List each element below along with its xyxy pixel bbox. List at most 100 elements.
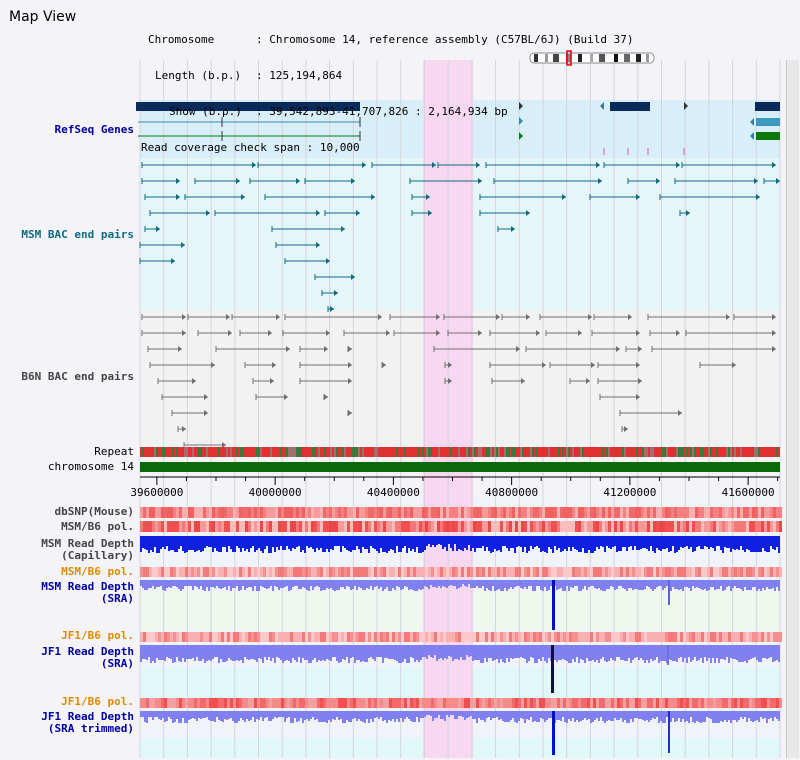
jf1-depth-sra-label-1[interactable]: JF1 Read Depth bbox=[41, 645, 134, 658]
msm-sra-depth-bar bbox=[176, 580, 178, 587]
repeat-segment bbox=[638, 447, 640, 457]
msm-pol2-strip-cell bbox=[683, 567, 686, 577]
jf1-sra-depth-bar bbox=[678, 645, 680, 658]
jf1-pol-strip-cell bbox=[422, 632, 425, 642]
b6n-bac-label[interactable]: B6N BAC end pairs bbox=[21, 370, 134, 383]
msm-bac-label[interactable]: MSM BAC end pairs bbox=[21, 228, 134, 241]
dbsnp-strip-cell bbox=[617, 507, 620, 518]
jf1-pol-strip-cell bbox=[719, 632, 722, 642]
b6n-bac-end bbox=[448, 378, 452, 384]
jf1-trim-depth-bar bbox=[366, 711, 368, 719]
b6n-bac-end bbox=[192, 378, 196, 384]
msm-sra-depth-bar bbox=[634, 580, 636, 589]
msm-pol2-strip-cell bbox=[440, 567, 443, 577]
msm-sra-depth-bar bbox=[752, 580, 754, 587]
jf1-b6-pol-2-label[interactable]: JF1/B6 pol. bbox=[61, 695, 134, 708]
dbsnp-strip-cell bbox=[611, 507, 614, 518]
msm-b6-pol-2-label[interactable]: MSM/B6 pol. bbox=[61, 565, 134, 578]
repeat-segment bbox=[632, 447, 634, 457]
msm-sra-depth-bar bbox=[158, 580, 160, 587]
msm-capillary-depth-bar bbox=[636, 536, 638, 550]
msm-sra-depth-bar bbox=[556, 580, 558, 590]
jf1-pol2-strip-cell bbox=[326, 698, 329, 708]
dbsnp-strip-cell bbox=[425, 507, 428, 518]
msm-pol-strip-cell bbox=[662, 521, 665, 532]
repeat-segment bbox=[640, 447, 642, 457]
jf1-sra-depth-bar bbox=[308, 645, 310, 663]
repeat-segment bbox=[198, 447, 200, 457]
jf1-trim-depth-bar bbox=[690, 711, 692, 717]
jf1-trim-depth-bar bbox=[288, 711, 290, 717]
msm-pol-strip-cell bbox=[293, 521, 296, 532]
msm-sra-depth-bar bbox=[422, 580, 424, 589]
jf1-trim-depth-bar bbox=[422, 711, 424, 718]
jf1-sra-depth-bar bbox=[226, 645, 228, 661]
msm-capillary-depth-bar bbox=[646, 536, 648, 549]
jf1-b6-pol-label[interactable]: JF1/B6 pol. bbox=[61, 629, 134, 642]
repeat-segment bbox=[758, 447, 760, 457]
dbsnp-strip-cell bbox=[458, 507, 461, 518]
msm-sra-depth-bar bbox=[506, 580, 508, 591]
b6n-bac-end bbox=[326, 330, 330, 336]
msm-capillary-depth-bar bbox=[754, 536, 756, 552]
dbsnp-strip-cell bbox=[227, 507, 230, 518]
jf1-pol-strip-cell bbox=[581, 632, 584, 642]
msm-pol2-strip-cell bbox=[653, 567, 656, 577]
msm-sra-depth-bar bbox=[206, 580, 208, 587]
msm-b6-pol-label[interactable]: MSM/B6 pol. bbox=[61, 520, 134, 533]
repeat-segment bbox=[384, 447, 386, 457]
msm-pol-strip-cell bbox=[374, 521, 377, 532]
jf1-pol-strip-cell bbox=[275, 632, 278, 642]
b6n-bac-end bbox=[348, 378, 352, 384]
jf1-pol2-strip-cell bbox=[728, 698, 731, 708]
jf1-trim-depth-bar bbox=[242, 711, 244, 720]
dbsnp-strip-cell bbox=[599, 507, 602, 518]
jf1-pol2-strip-cell bbox=[242, 698, 245, 708]
jf1-pol2-strip-cell bbox=[203, 698, 206, 708]
dbsnp-strip-cell bbox=[545, 507, 548, 518]
msm-capillary-depth-bar bbox=[388, 536, 390, 551]
jf1-trim-depth-bar bbox=[356, 711, 358, 721]
dbsnp-label[interactable]: dbSNP(Mouse) bbox=[54, 505, 134, 518]
jf1-pol-strip-cell bbox=[311, 632, 314, 642]
repeat-segment bbox=[176, 447, 178, 457]
jf1-sra-depth-bar bbox=[202, 645, 204, 659]
jf1-pol2-strip-cell bbox=[575, 698, 578, 708]
msm-sra-depth-bar bbox=[370, 580, 372, 586]
jf1-trim-depth-bar bbox=[460, 711, 462, 716]
repeat-segment bbox=[672, 447, 674, 457]
msm-pol2-strip-cell bbox=[755, 567, 758, 577]
msm-sra-depth-bar bbox=[456, 580, 458, 589]
repeat-segment bbox=[470, 447, 472, 457]
jf1-sra-depth-bar bbox=[640, 645, 642, 658]
msm-sra-depth-bar bbox=[274, 580, 276, 586]
msm-sra-depth-bar bbox=[360, 580, 362, 588]
msm-pol2-strip-cell bbox=[386, 567, 389, 577]
msm-pol-strip-cell bbox=[476, 521, 479, 532]
msm-pol-strip-cell bbox=[500, 521, 503, 532]
jf1-trim-depth-bar bbox=[278, 711, 280, 717]
msm-bac-end bbox=[428, 210, 432, 216]
msm-depth-capillary-label-1[interactable]: MSM Read Depth bbox=[41, 537, 134, 550]
jf1-trim-depth-bar bbox=[144, 711, 146, 722]
msm-pol-strip-cell bbox=[515, 521, 518, 532]
refseq-genes-label[interactable]: RefSeq Genes bbox=[54, 123, 134, 136]
msm-capillary-depth-bar bbox=[168, 536, 170, 551]
dbsnp-strip-cell bbox=[470, 507, 473, 518]
axis-tick-label: 41200000 bbox=[603, 486, 656, 499]
msm-sra-depth-bar bbox=[662, 580, 664, 590]
repeat-segment bbox=[274, 447, 276, 457]
dbsnp-strip-cell bbox=[707, 507, 710, 518]
msm-pol2-strip-cell bbox=[488, 567, 491, 577]
msm-pol2-strip-cell bbox=[410, 567, 413, 577]
jf1-trim-depth-bar bbox=[428, 711, 430, 715]
msm-depth-sra-label-1[interactable]: MSM Read Depth bbox=[41, 580, 134, 593]
repeat-segment bbox=[360, 447, 362, 457]
jf1-sra-depth-bar bbox=[744, 645, 746, 661]
vertical-scrollbar[interactable] bbox=[786, 60, 799, 758]
jf1-depth-trim-label-1[interactable]: JF1 Read Depth bbox=[41, 710, 134, 723]
jf1-sra-depth-bar bbox=[764, 645, 766, 658]
msm-capillary-depth-bar bbox=[166, 536, 168, 546]
msm-pol-strip-cell bbox=[488, 521, 491, 532]
dbsnp-strip-cell bbox=[548, 507, 551, 518]
